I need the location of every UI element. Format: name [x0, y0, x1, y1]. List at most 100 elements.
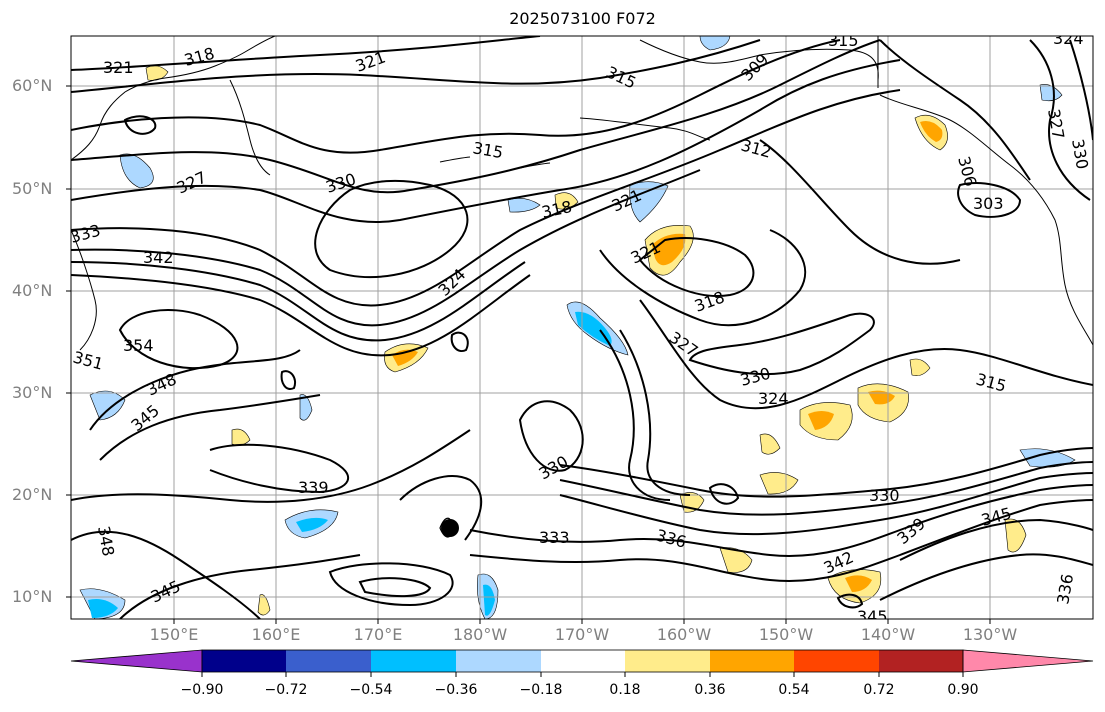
- shade-patch: [909, 358, 931, 376]
- shade-patch: [920, 121, 943, 142]
- contour-line: [599, 329, 671, 501]
- colorbar-segment: [794, 650, 879, 672]
- lon-label: 150°W: [758, 625, 814, 644]
- contour-label: 345: [857, 607, 888, 626]
- contour-line: [518, 400, 584, 472]
- coastline: [71, 36, 276, 161]
- colorbar-tick-label: 0.36: [694, 682, 726, 698]
- contour-line: [71, 261, 526, 342]
- shade-patch: [652, 233, 686, 266]
- lon-label: 170°W: [554, 625, 610, 644]
- contour-line: [118, 309, 239, 369]
- contour-label: 342: [143, 248, 174, 267]
- shade-patch: [759, 472, 799, 495]
- map-title: 2025073100 F072: [509, 9, 656, 28]
- contour-label: 330: [869, 486, 900, 505]
- colorbar-tick-label: 0.72: [863, 682, 895, 698]
- contour-line: [708, 483, 740, 505]
- contour-line: [836, 593, 864, 609]
- colorbar-segment: [202, 650, 286, 672]
- contour-label: 339: [298, 478, 329, 497]
- shade-patch: [845, 575, 872, 592]
- contour-line: [879, 553, 1093, 601]
- coastline: [71, 229, 97, 351]
- contour-line: [123, 115, 157, 135]
- colorbar-tick-label: −0.90: [180, 682, 224, 698]
- lon-label: 170°E: [353, 625, 403, 644]
- shade-patch: [699, 36, 731, 51]
- lat-label: 20°N: [12, 485, 53, 504]
- lon-label: 150°E: [149, 625, 199, 644]
- coastline: [579, 117, 711, 141]
- coastline: [439, 156, 471, 163]
- coastline: [639, 39, 879, 81]
- lat-label: 10°N: [12, 587, 53, 606]
- contour-line: [469, 499, 1093, 582]
- contour-line: [71, 89, 901, 307]
- contour-line: [1069, 39, 1093, 141]
- coastlines: [71, 36, 1093, 351]
- contour-line: [619, 329, 691, 496]
- shade-patch: [554, 192, 579, 210]
- lat-label: 50°N: [12, 179, 53, 198]
- colorbar-tick-label: −0.36: [434, 682, 478, 698]
- contour-line: [280, 370, 296, 390]
- contour-line: [99, 394, 321, 461]
- colorbar: [70, 649, 1094, 677]
- lat-label: 60°N: [12, 76, 53, 95]
- contour-line: [639, 299, 1093, 410]
- shade-patch: [808, 411, 834, 430]
- contour-label: 321: [103, 58, 134, 77]
- shade-patch: [759, 433, 781, 455]
- contour-line: [89, 349, 301, 431]
- colorbar-segment: [371, 650, 456, 672]
- colorbar-tick-label: 0.18: [609, 682, 641, 698]
- contour-line: [71, 39, 841, 154]
- contour-line: [328, 562, 454, 607]
- shade-patch: [296, 517, 328, 532]
- colorbar-segment: [456, 650, 541, 672]
- lon-label: 160°W: [656, 625, 712, 644]
- contour-label: 303: [973, 194, 1004, 213]
- contour-line: [314, 179, 469, 279]
- shade-patch: [299, 394, 313, 421]
- location-marker: [441, 519, 459, 537]
- shade-patch: [507, 198, 541, 213]
- contour-line: [71, 36, 541, 71]
- contour-line: [599, 229, 807, 327]
- lat-label: 30°N: [12, 383, 53, 402]
- contour-line: [71, 169, 701, 327]
- contour-line: [759, 139, 961, 265]
- colorbar-segment: [710, 650, 794, 672]
- contour-line: [957, 182, 1022, 218]
- lat-label: 40°N: [12, 281, 53, 300]
- contour-line: [71, 59, 901, 223]
- colorbar-segment: [541, 650, 625, 672]
- contour-line: [469, 484, 1093, 557]
- contour-lines: [71, 36, 1093, 619]
- lon-label: 160°E: [251, 625, 301, 644]
- shade-patch: [88, 599, 118, 618]
- contour-line: [879, 39, 1031, 181]
- contour-line: [71, 39, 881, 194]
- contour-line: [899, 518, 1093, 561]
- shade-patch: [89, 390, 126, 421]
- contour-line: [209, 443, 350, 494]
- shade-patch: [629, 181, 669, 223]
- shade-patch: [1004, 518, 1027, 553]
- coastline: [519, 162, 551, 169]
- colorbar-segment: [286, 650, 371, 672]
- colorbar-tick-label: −0.72: [264, 682, 308, 698]
- colorbar-frame: [201, 649, 964, 673]
- coastline: [879, 94, 1093, 346]
- contour-line: [358, 577, 432, 598]
- shade-patch: [483, 584, 495, 616]
- contour-line: [1029, 39, 1091, 201]
- contour-line: [450, 331, 469, 352]
- contour-line: [71, 39, 761, 93]
- contour-label: 324: [1053, 29, 1084, 48]
- map-plot: 321 318 321 315 315 309 324 315 327 330 …: [71, 29, 1093, 626]
- coastline: [229, 79, 271, 176]
- colorbar-extend-right: [962, 649, 1094, 673]
